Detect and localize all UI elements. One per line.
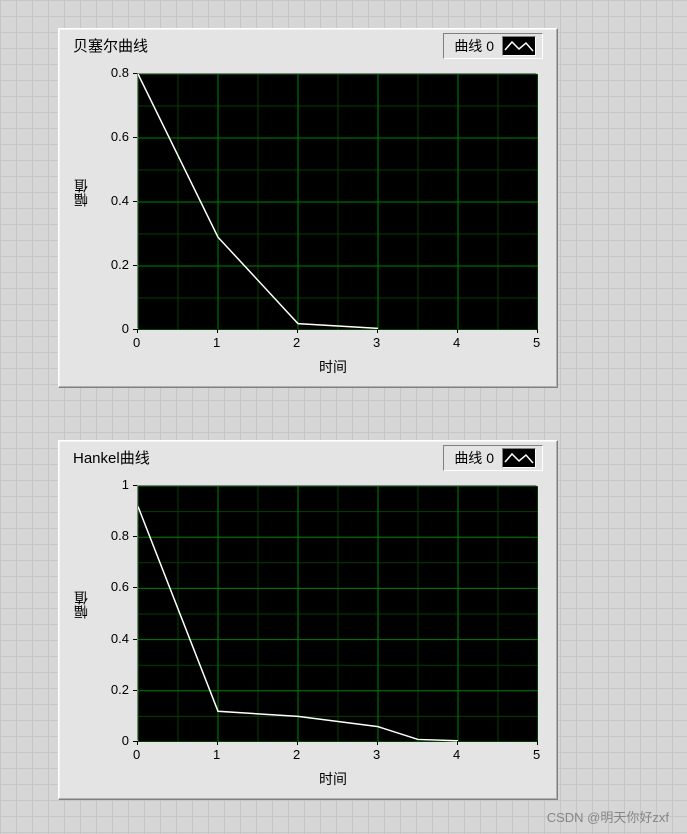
legend[interactable]: 曲线 0 <box>443 445 543 471</box>
chart-title: Hankel曲线 <box>73 447 150 468</box>
legend[interactable]: 曲线 0 <box>443 33 543 59</box>
y-tick-mark <box>133 137 137 138</box>
x-tick-mark <box>537 329 538 333</box>
y-tick: 0.8 <box>111 65 129 80</box>
x-tick-mark <box>377 329 378 333</box>
y-tick: 0 <box>122 733 129 748</box>
y-tick: 0.6 <box>111 129 129 144</box>
plot-area <box>137 485 537 741</box>
bessel-chart-panel: 贝塞尔曲线 曲线 0 幅值 时间 0 0.2 0.4 0.6 0.8 0 1 2 3 4 5 <box>58 28 558 388</box>
y-axis-label: 幅值 <box>71 179 91 207</box>
y-tick: 0.4 <box>111 193 129 208</box>
x-axis-label: 时间 <box>319 357 347 377</box>
y-tick-mark <box>133 536 137 537</box>
y-tick-mark <box>133 485 137 486</box>
x-tick-mark <box>377 741 378 745</box>
y-tick: 0.4 <box>111 631 129 646</box>
legend-label: 曲线 0 <box>454 36 494 56</box>
watermark: CSDN @明天你好zxf <box>547 807 669 826</box>
x-tick-mark <box>457 329 458 333</box>
chart-title: 贝塞尔曲线 <box>73 35 148 56</box>
x-tick-mark <box>457 741 458 745</box>
y-tick: 0 <box>122 321 129 336</box>
x-tick-mark <box>137 741 138 745</box>
x-tick: 4 <box>453 335 460 350</box>
x-tick: 3 <box>373 335 380 350</box>
y-tick-mark <box>133 690 137 691</box>
y-tick-mark <box>133 201 137 202</box>
x-tick: 2 <box>293 335 300 350</box>
legend-swatch <box>502 448 536 468</box>
plot-area <box>137 73 537 329</box>
x-tick: 3 <box>373 747 380 762</box>
legend-swatch <box>502 36 536 56</box>
app-background: 贝塞尔曲线 曲线 0 幅值 时间 0 0.2 0.4 0.6 0.8 0 1 2 3 4 5 Han… <box>0 0 687 834</box>
x-axis-label: 时间 <box>319 769 347 789</box>
y-tick: 1 <box>122 477 129 492</box>
legend-label: 曲线 0 <box>454 448 494 468</box>
x-tick: 2 <box>293 747 300 762</box>
x-tick-mark <box>297 329 298 333</box>
x-tick-mark <box>297 741 298 745</box>
y-tick-mark <box>133 265 137 266</box>
y-tick-mark <box>133 73 137 74</box>
x-tick: 0 <box>133 747 140 762</box>
x-tick: 5 <box>533 747 540 762</box>
x-tick: 1 <box>213 335 220 350</box>
y-tick: 0.8 <box>111 528 129 543</box>
hankel-chart-panel: Hankel曲线 曲线 0 幅值 时间 0 0.2 0.4 0.6 0.8 1 0 1 2 3 4 5 <box>58 440 558 800</box>
x-tick: 1 <box>213 747 220 762</box>
x-tick-mark <box>537 741 538 745</box>
y-axis-label: 幅值 <box>71 591 91 619</box>
x-tick-mark <box>217 741 218 745</box>
x-tick-mark <box>217 329 218 333</box>
x-tick: 5 <box>533 335 540 350</box>
y-tick-mark <box>133 587 137 588</box>
x-tick: 4 <box>453 747 460 762</box>
x-tick: 0 <box>133 335 140 350</box>
y-tick: 0.2 <box>111 682 129 697</box>
x-tick-mark <box>137 329 138 333</box>
y-tick: 0.6 <box>111 579 129 594</box>
y-tick-mark <box>133 639 137 640</box>
y-tick: 0.2 <box>111 257 129 272</box>
